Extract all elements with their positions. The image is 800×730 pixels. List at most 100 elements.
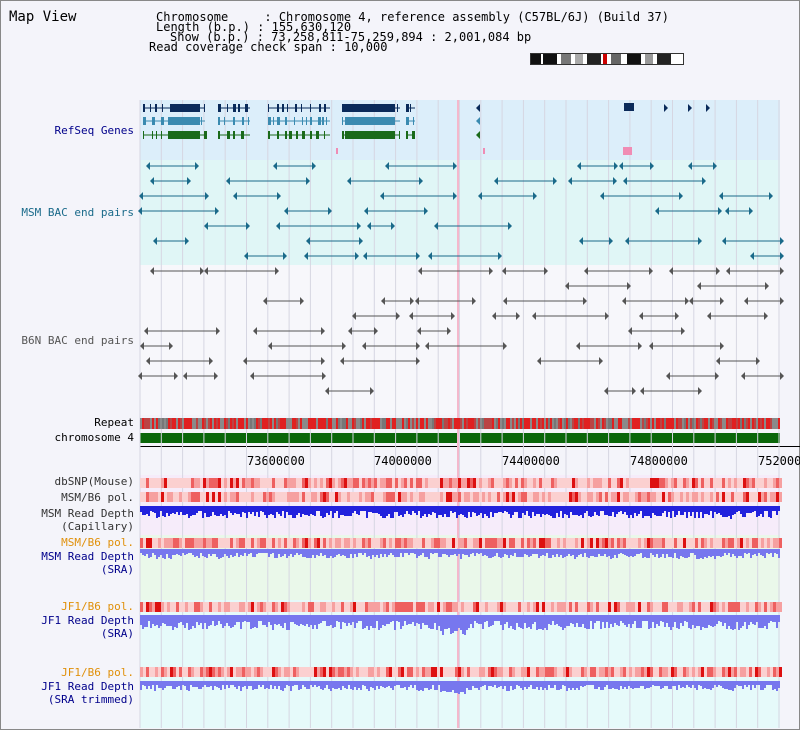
pol-cell: [332, 667, 335, 677]
label-b6n-bac[interactable]: B6N BAC end pairs: [21, 334, 134, 347]
depth-bar: [606, 681, 608, 685]
depth-bar: [770, 506, 772, 518]
bac-end-arrow: [716, 267, 720, 275]
pol-cell: [314, 538, 317, 548]
depth-bar: [388, 681, 390, 686]
bac-end-arrow: [725, 207, 729, 215]
gene-exon: [150, 104, 151, 112]
gene-marker: [483, 148, 485, 154]
chromosome-ideogram[interactable]: [530, 53, 684, 65]
depth-bar: [756, 681, 758, 685]
depth-bar: [562, 506, 564, 518]
depth-bar: [730, 615, 732, 629]
depth-bar: [364, 549, 366, 553]
label-msm-depth-sra[interactable]: MSM Read Depth (SRA): [41, 550, 134, 576]
label-refseq-genes[interactable]: RefSeq Genes: [54, 124, 134, 137]
bac-end-arrow: [478, 192, 482, 200]
repeat-segment: [586, 418, 588, 429]
pol-cell: [281, 478, 284, 488]
pol-cell: [569, 667, 572, 677]
depth-bar: [710, 615, 712, 626]
pol-cell: [434, 478, 437, 488]
depth-bar: [760, 615, 762, 628]
label-msm-bac[interactable]: MSM BAC end pairs: [21, 206, 134, 219]
pol-cell: [521, 492, 524, 502]
repeat-segment: [306, 418, 308, 429]
depth-bar: [716, 506, 718, 514]
label-dbsnp[interactable]: dbSNP(Mouse): [54, 475, 134, 488]
pol-cell: [578, 492, 581, 502]
depth-bar: [640, 681, 642, 686]
depth-bar: [476, 615, 478, 623]
pol-cell: [239, 602, 242, 612]
repeat-segment: [410, 418, 412, 429]
repeat-segment: [604, 418, 606, 429]
depth-bar: [650, 681, 652, 687]
depth-bar: [318, 681, 320, 686]
pol-cell: [566, 602, 569, 612]
depth-bar: [198, 681, 200, 689]
repeat-segment: [240, 418, 242, 429]
repeat-segment: [476, 418, 478, 429]
pol-cell: [503, 538, 506, 548]
pol-cell: [509, 478, 512, 488]
depth-bar: [598, 506, 600, 516]
pol-cell: [455, 478, 458, 488]
repeat-segment: [370, 418, 372, 429]
pol-cell: [203, 492, 206, 502]
gene-exon: [155, 104, 157, 112]
label-msm-b6-pol-2[interactable]: MSM/B6 pol.: [61, 536, 134, 549]
depth-bar: [276, 549, 278, 558]
pol-cell: [368, 667, 371, 677]
label-msm-b6-pol-1[interactable]: MSM/B6 pol.: [61, 491, 134, 504]
pol-cell: [767, 478, 770, 488]
pol-cell: [659, 478, 662, 488]
repeat-segment: [140, 418, 142, 429]
depth-bar: [728, 681, 730, 690]
pol-cell: [662, 478, 665, 488]
pol-cell: [404, 492, 407, 502]
pol-cell: [305, 538, 308, 548]
gene-exon: [162, 104, 163, 112]
repeat-segment: [610, 418, 612, 429]
pol-cell: [317, 602, 320, 612]
pol-cell: [611, 492, 614, 502]
pol-cell: [572, 492, 575, 502]
repeat-segment: [676, 418, 678, 429]
depth-bar: [722, 549, 724, 556]
pol-cell: [650, 492, 653, 502]
depth-bar: [270, 506, 272, 514]
depth-bar: [228, 506, 230, 511]
depth-bar: [384, 506, 386, 518]
repeat-segment: [500, 418, 502, 429]
pol-cell: [257, 602, 260, 612]
pol-cell: [707, 478, 710, 488]
label-jf1-b6-pol-2[interactable]: JF1/B6 pol.: [61, 666, 134, 679]
pol-cell: [569, 478, 572, 488]
repeat-segment: [474, 418, 476, 429]
depth-bar: [694, 549, 696, 555]
pol-cell: [302, 667, 305, 677]
repeat-segment: [372, 418, 374, 429]
depth-bar: [574, 615, 576, 627]
repeat-segment: [232, 418, 234, 429]
depth-bar: [510, 681, 512, 686]
label-msm-depth-capillary[interactable]: MSM Read Depth (Capillary): [41, 507, 134, 533]
depth-bar: [220, 506, 222, 514]
depth-bar: [506, 506, 508, 512]
label-jf1-depth-sra[interactable]: JF1 Read Depth (SRA): [41, 614, 134, 640]
depth-bar: [552, 681, 554, 688]
depth-bar: [602, 681, 604, 690]
depth-bar: [508, 549, 510, 558]
depth-bar: [750, 549, 752, 558]
depth-bar: [690, 549, 692, 553]
pol-cell: [596, 667, 599, 677]
pol-cell: [245, 602, 248, 612]
depth-bar: [730, 506, 732, 519]
pol-cell: [221, 492, 224, 502]
label-jf1-b6-pol-1[interactable]: JF1/B6 pol.: [61, 600, 134, 613]
depth-bar: [234, 615, 236, 625]
bac-end-arrow: [769, 192, 773, 200]
label-jf1-depth-trimmed[interactable]: JF1 Read Depth (SRA trimmed): [41, 680, 134, 706]
